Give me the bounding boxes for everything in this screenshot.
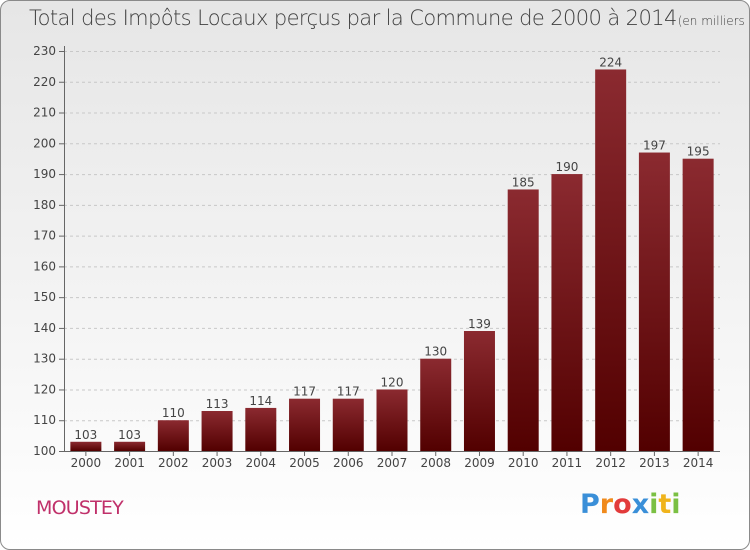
axes: 100 110 120 130 140 150 160 170 180 190 200 210 220 2… [33,44,720,470]
y-tick-label-140: 140 [33,321,56,335]
x-tick-label-2006: 2006 [333,456,364,470]
bar-2005 [289,398,321,451]
data-label-2009: 139 [468,317,491,331]
chart-title: Total des Impôts Locaux perçus par la Co… [29,6,749,30]
logo-letter: i [649,489,659,520]
logo-letter: x [631,489,650,520]
bar-2010 [507,189,539,451]
y-tick-label-190: 190 [33,167,56,181]
data-label-2008: 130 [424,345,447,359]
y-tick-label-120: 120 [33,382,56,396]
x-tick-label-2002: 2002 [158,456,189,470]
x-tick-label-2000: 2000 [71,456,102,470]
bars: 103 103 110 113 114 117 117 120 130 139 185 190 224 1… [70,55,714,452]
logo-letter: P [580,489,600,520]
x-tick-label-2003: 2003 [202,456,233,470]
x-tick-label-2005: 2005 [289,456,320,470]
data-label-2007: 120 [381,375,404,389]
title-text: Total des Impôts Locaux perçus par la Co… [29,6,677,30]
y-tick-label-150: 150 [33,290,56,304]
data-label-2000: 103 [74,428,97,442]
logo-letter: r [599,489,614,520]
data-label-2002: 110 [162,406,185,420]
bar-2011 [551,174,583,452]
y-tick-label-180: 180 [33,198,56,212]
y-tick-label-160: 160 [33,259,56,273]
data-label-2001: 103 [118,428,141,442]
bar-2008 [420,358,452,451]
logo-letter: i [671,489,681,520]
x-tick-label-2009: 2009 [464,456,495,470]
bar-2009 [463,331,495,451]
y-tick-label-230: 230 [33,44,56,58]
y-tick-label-210: 210 [33,106,56,120]
x-tick-label-2013: 2013 [639,456,670,470]
bar-2014 [682,158,714,451]
data-label-2012: 224 [599,55,622,69]
y-tick-label-110: 110 [33,413,56,427]
y-tick-label-130: 130 [33,352,56,366]
proxiti-logo: Proxiti [580,489,681,520]
data-label-2004: 114 [249,394,272,408]
data-label-2014: 195 [687,145,710,159]
bar-2001 [114,441,146,451]
logo-letter: t [658,489,672,520]
x-tick-label-2012: 2012 [595,456,626,470]
data-label-2003: 113 [206,397,229,411]
x-tick-label-2004: 2004 [246,456,277,470]
y-tick-label-200: 200 [33,136,56,150]
x-tick-label-2001: 2001 [114,456,145,470]
data-label-2006: 117 [337,385,360,399]
logo-letter: o [613,489,632,520]
y-tick-label-170: 170 [33,229,56,243]
bar-2000 [70,441,102,451]
x-tick-label-2011: 2011 [552,456,583,470]
bar-2007 [376,389,408,451]
y-tick-label-100: 100 [33,444,56,458]
bar-2003 [201,411,233,451]
bar-2004 [245,407,277,451]
bar-2002 [157,420,189,451]
commune-name: MOUSTEY [36,497,124,519]
data-label-2010: 185 [512,175,535,189]
data-label-2011: 190 [555,160,578,174]
bar-2013 [638,152,670,452]
data-label-2005: 117 [293,385,316,399]
x-tick-label-2008: 2008 [420,456,451,470]
bar-2006 [332,398,364,451]
x-tick-label-2014: 2014 [683,456,714,470]
title-unit: (en milliers d'€) [677,14,749,28]
x-tick-label-2010: 2010 [508,456,539,470]
data-label-2013: 197 [643,139,666,153]
x-tick-label-2007: 2007 [377,456,408,470]
y-tick-label-220: 220 [33,75,56,89]
bar-2012 [595,69,627,451]
